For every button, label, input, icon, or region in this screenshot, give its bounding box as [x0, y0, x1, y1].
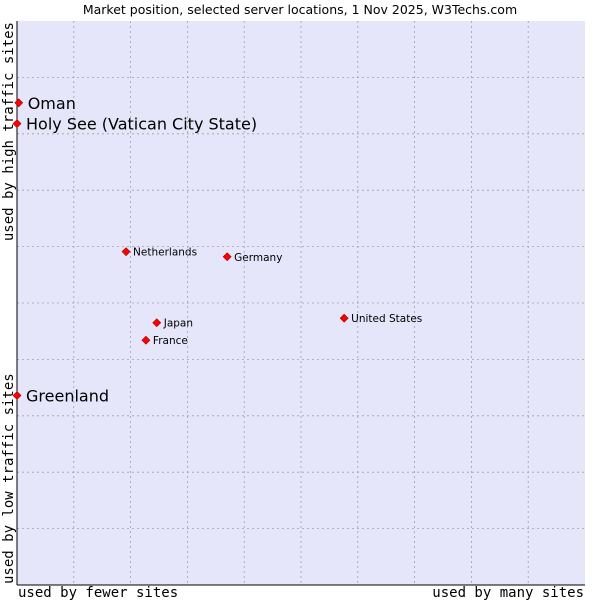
x-axis-label-left: used by fewer sites: [18, 585, 178, 600]
point-marker-oman: [14, 98, 24, 108]
grid-lines: [17, 21, 585, 585]
data-point-germany: Germany: [222, 252, 282, 264]
point-marker-germany: [222, 252, 232, 262]
point-label-france: France: [153, 335, 188, 347]
data-point-japan: Japan: [152, 318, 193, 330]
point-label-netherlands: Netherlands: [133, 247, 197, 259]
data-point-united-states: United States: [339, 313, 422, 325]
point-marker-holy-see-vatican-city-state: [12, 119, 22, 129]
point-marker-netherlands: [121, 247, 131, 257]
point-marker-france: [141, 335, 151, 345]
point-label-united-states: United States: [351, 313, 422, 325]
data-point-france: France: [141, 335, 188, 347]
data-points: Oman Holy See (Vatican City State) Netherl…: [12, 94, 422, 405]
point-label-greenland: Greenland: [26, 386, 109, 405]
point-label-germany: Germany: [234, 252, 282, 264]
x-axis-label-right: used by many sites: [432, 585, 584, 600]
point-marker-greenland: [12, 391, 22, 400]
point-label-holy-see-vatican-city-state: Holy See (Vatican City State): [26, 115, 257, 134]
y-axis-label-bottom: used by low traffic sites: [1, 373, 17, 584]
chart-title: Market position, selected server locatio…: [83, 2, 517, 17]
point-label-oman: Oman: [28, 94, 76, 113]
data-point-oman: Oman: [14, 94, 76, 113]
data-point-holy-see-vatican-city-state: Holy See (Vatican City State): [12, 115, 257, 134]
point-marker-japan: [152, 318, 162, 328]
y-axis-label-top: used by high traffic sites: [1, 22, 17, 241]
data-point-greenland: Greenland: [12, 386, 109, 405]
point-marker-united-states: [339, 313, 349, 323]
data-point-netherlands: Netherlands: [121, 247, 197, 259]
point-label-japan: Japan: [163, 318, 193, 330]
